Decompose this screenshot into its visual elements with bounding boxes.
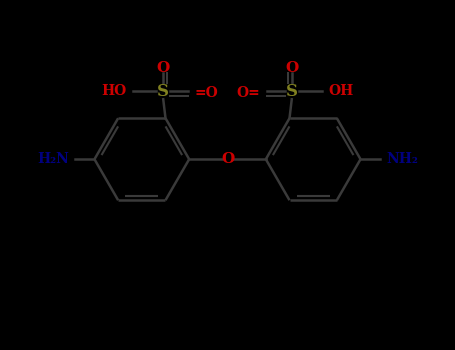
Text: NH₂: NH₂ [386,152,418,166]
Text: H₂N: H₂N [37,152,69,166]
Text: O: O [157,61,170,75]
Text: OH: OH [329,84,354,98]
Text: HO: HO [101,84,126,98]
Text: O: O [221,152,234,166]
Text: O: O [285,61,298,75]
Text: S: S [286,83,298,100]
Text: O=: O= [237,86,260,100]
Text: =O: =O [195,86,218,100]
Text: S: S [157,83,169,100]
